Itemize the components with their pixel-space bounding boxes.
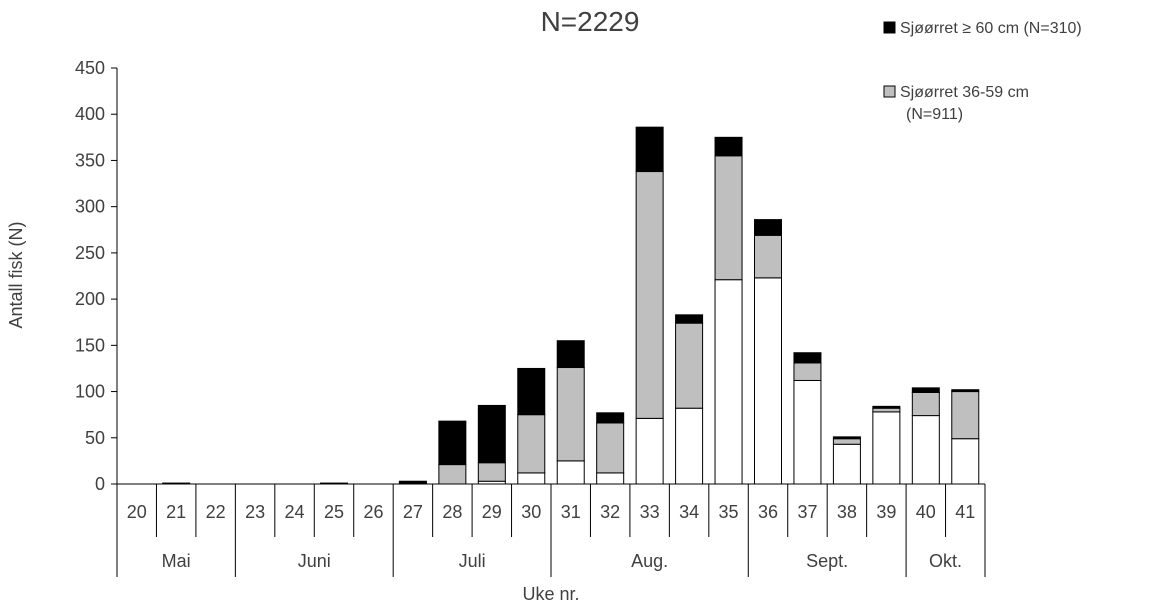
bars bbox=[162, 126, 980, 485]
bar-segment-week-30-s2 bbox=[517, 367, 546, 416]
x-axis-label: Uke nr. bbox=[522, 584, 579, 604]
bar-segment-week-30-s0 bbox=[517, 472, 546, 485]
y-axis-label: Antall fisk (N) bbox=[6, 221, 26, 328]
bar-segment-week-34-s2 bbox=[675, 314, 704, 324]
bar-segment-week-39-s2 bbox=[872, 405, 901, 409]
x-tick-label: 32 bbox=[600, 502, 620, 522]
legend: Sjøørret ≥ 60 cm (N=310) Sjøørret 36-59 … bbox=[883, 20, 1082, 123]
x-tick-label: 30 bbox=[521, 502, 541, 522]
bar-segment-week-32-s1 bbox=[596, 422, 625, 474]
legend-label-medium: Sjøørret 36-59 cm (N=911) bbox=[900, 84, 1033, 123]
y-tick-label: 150 bbox=[75, 335, 105, 355]
bar-segment-week-29-s2 bbox=[477, 404, 506, 464]
month-label: Mai bbox=[162, 551, 191, 571]
bar-segment-week-41-s1 bbox=[951, 391, 980, 440]
y-tick-label: 250 bbox=[75, 243, 105, 263]
bar-segment-week-39-s1 bbox=[872, 407, 901, 413]
legend-swatch-large bbox=[883, 21, 896, 34]
y-tick-label: 450 bbox=[75, 58, 105, 78]
month-label: Aug. bbox=[631, 551, 668, 571]
x-tick-label: 41 bbox=[955, 502, 975, 522]
bar-segment-week-33-s1 bbox=[635, 171, 664, 419]
bar-segment-week-36-s1 bbox=[754, 234, 782, 279]
x-tick-label: 25 bbox=[324, 502, 344, 522]
bar-segment-week-35-s0 bbox=[714, 279, 743, 485]
bar-segment-week-28-s1 bbox=[438, 464, 467, 485]
x-tick-label: 29 bbox=[482, 502, 502, 522]
bar-segment-week-35-s2 bbox=[714, 136, 743, 157]
month-label: Juli bbox=[459, 551, 486, 571]
bar-segment-week-38-s0 bbox=[832, 443, 861, 485]
x-tick-label: 23 bbox=[245, 502, 265, 522]
bar-segment-week-39-s0 bbox=[872, 411, 901, 485]
bar-segment-week-37-s1 bbox=[793, 362, 822, 381]
x-tick-label: 24 bbox=[285, 502, 305, 522]
x-tick-label: 22 bbox=[206, 502, 226, 522]
bar-segment-week-40-s0 bbox=[911, 415, 940, 485]
bar-segment-week-32-s0 bbox=[596, 472, 625, 485]
bar-segment-week-29-s1 bbox=[477, 462, 506, 482]
legend-label-large: Sjøørret ≥ 60 cm (N=310) bbox=[900, 20, 1082, 37]
legend-swatch-medium bbox=[883, 85, 896, 98]
bar-segment-week-31-s1 bbox=[556, 367, 585, 462]
x-tick-label: 20 bbox=[127, 502, 147, 522]
x-tick-label: 26 bbox=[363, 502, 383, 522]
month-label: Sept. bbox=[806, 551, 848, 571]
bar-segment-week-37-s0 bbox=[793, 379, 822, 485]
x-tick-label: 38 bbox=[837, 502, 857, 522]
bar-segment-week-36-s0 bbox=[754, 277, 782, 485]
bar-segment-week-40-s1 bbox=[911, 391, 940, 417]
y-tick-label: 100 bbox=[75, 382, 105, 402]
bar-segment-week-27-s2 bbox=[398, 480, 427, 483]
bar-segment-week-30-s1 bbox=[517, 414, 546, 474]
y-tick-label: 50 bbox=[85, 428, 105, 448]
bar-segment-week-28-s2 bbox=[438, 420, 467, 466]
chart-title: N=2229 bbox=[541, 6, 640, 37]
bar-segment-week-41-s2 bbox=[951, 389, 980, 393]
x-tick-label: 39 bbox=[876, 502, 896, 522]
bar-segment-week-38-s2 bbox=[832, 436, 861, 440]
x-axis: 20 21 22 23 24 25 26 27 28 29 30 31 32 33 34 35 36 37 38 39… bbox=[116, 483, 986, 577]
month-label: Juni bbox=[298, 551, 331, 571]
month-label: Okt. bbox=[929, 551, 962, 571]
x-tick-label: 33 bbox=[640, 502, 660, 522]
bar-segment-week-33-s2 bbox=[635, 126, 664, 173]
bar-segment-week-31-s0 bbox=[556, 460, 585, 485]
x-tick-label: 34 bbox=[679, 502, 699, 522]
x-tick-label: 37 bbox=[797, 502, 817, 522]
bar-segment-week-32-s2 bbox=[596, 412, 625, 424]
x-tick-label: 27 bbox=[403, 502, 423, 522]
y-tick-label: 350 bbox=[75, 150, 105, 170]
x-tick-label: 21 bbox=[166, 502, 186, 522]
x-tick-label: 36 bbox=[758, 502, 778, 522]
y-tick-label: 0 bbox=[95, 474, 105, 494]
y-tick-label: 400 bbox=[75, 104, 105, 124]
bar-segment-week-36-s2 bbox=[754, 219, 782, 236]
x-tick-label: 31 bbox=[561, 502, 581, 522]
x-tick-label: 40 bbox=[916, 502, 936, 522]
x-tick-label: 35 bbox=[719, 502, 739, 522]
y-tick-label: 200 bbox=[75, 289, 105, 309]
y-axis: 0 50 100 150 200 250 300 350 400 450 bbox=[75, 58, 118, 494]
bar-segment-week-31-s2 bbox=[556, 340, 585, 369]
y-tick-label: 300 bbox=[75, 197, 105, 217]
bar-segment-week-34-s0 bbox=[675, 407, 704, 485]
bar-segment-week-34-s1 bbox=[675, 322, 704, 409]
bar-segment-week-38-s1 bbox=[832, 438, 861, 445]
x-tick-label: 28 bbox=[442, 502, 462, 522]
bar-segment-week-41-s0 bbox=[951, 438, 980, 485]
bar-segment-week-37-s2 bbox=[793, 352, 822, 364]
bar-segment-week-33-s0 bbox=[635, 417, 664, 485]
bar-segment-week-40-s2 bbox=[911, 387, 940, 393]
bar-segment-week-35-s1 bbox=[714, 155, 743, 281]
